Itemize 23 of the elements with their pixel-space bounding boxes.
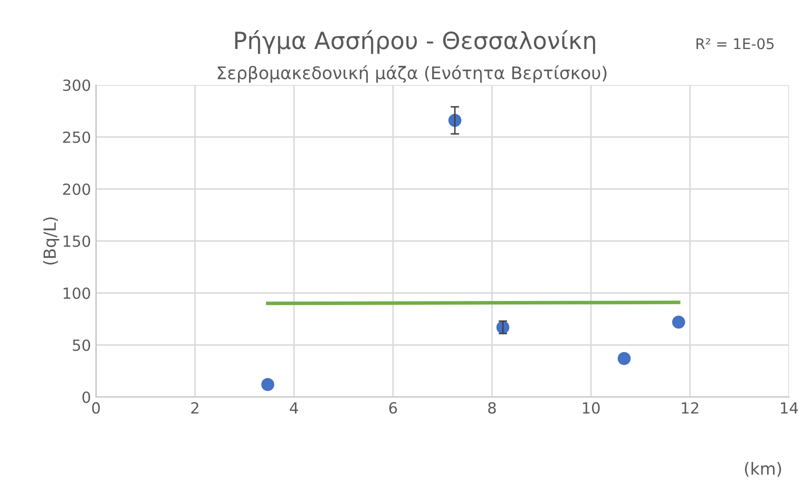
y-tick-label: 100 — [64, 287, 90, 300]
x-tick-label: 6 — [389, 402, 397, 414]
y-tick-label: 150 — [64, 235, 90, 248]
x-axis-title: (km) — [744, 462, 782, 477]
x-tick-label: 2 — [191, 402, 198, 414]
x-tick-label: 4 — [290, 402, 298, 414]
x-tick-label: 0 — [92, 402, 100, 414]
x-tick-label: 14 — [780, 402, 798, 414]
point — [618, 352, 631, 366]
y-tick-label: 0 — [82, 391, 90, 404]
x-tick-label: 8 — [488, 402, 496, 414]
chart-title: Ρήγμα Ασσήρου - Θεσσαλονίκη — [235, 30, 596, 54]
x-tick-label: 10 — [582, 402, 600, 414]
y-tick-label: 300 — [63, 79, 90, 92]
chart-subtitle: Σερβομακεδονική μάζα (Ενότητα Βερτίσκου) — [218, 65, 606, 83]
y-tick-label: 250 — [63, 131, 90, 144]
text: R² = 1E-05 — [696, 38, 774, 50]
y-tick-label: 50 — [72, 339, 90, 352]
y-axis-title: (Bq/L) — [43, 217, 60, 265]
y-tick-label: 200 — [63, 183, 90, 196]
x-tick-label: 12 — [682, 402, 698, 414]
point — [672, 316, 686, 329]
point — [261, 378, 274, 392]
